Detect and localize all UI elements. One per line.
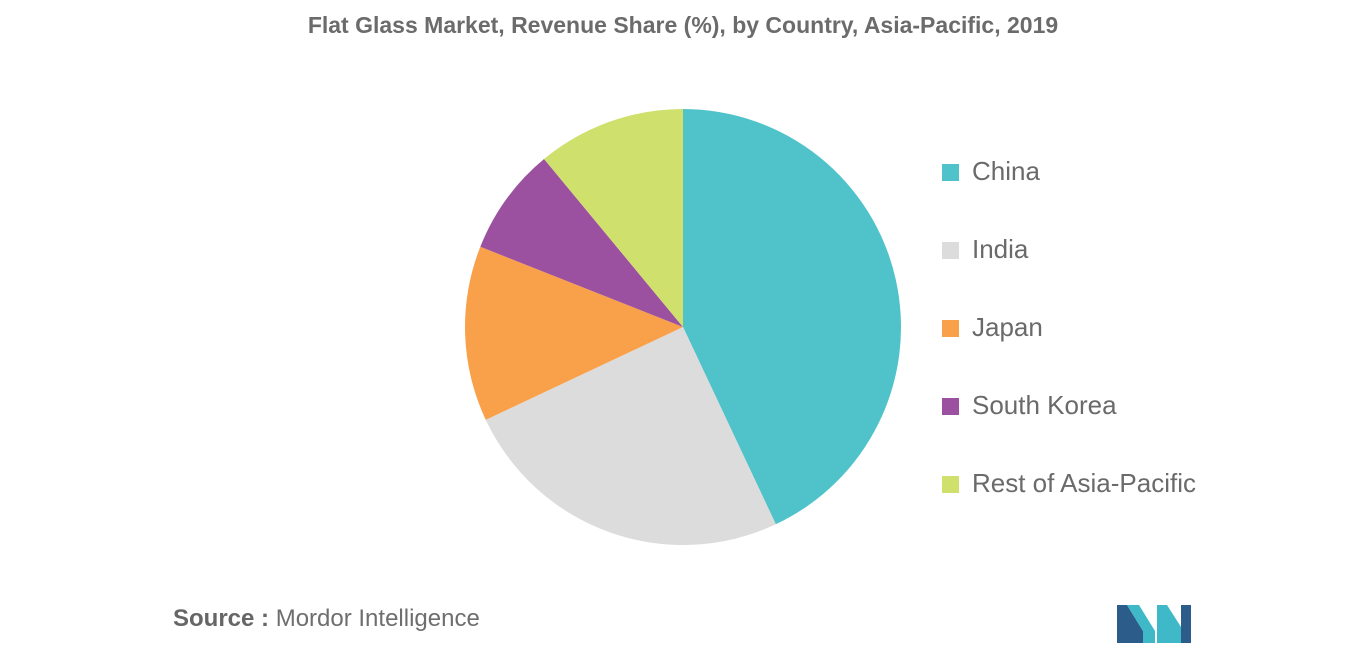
legend-label: South Korea xyxy=(972,390,1117,420)
legend-swatch xyxy=(942,164,959,181)
source-text: Mordor Intelligence xyxy=(275,605,480,632)
legend-swatch xyxy=(942,242,959,259)
pie-slice-china xyxy=(683,109,901,525)
legend-swatch xyxy=(942,398,959,415)
pie-slice-south-korea xyxy=(480,159,683,327)
legend-swatch xyxy=(942,320,959,337)
pie-slice-rest-of-asia-pacific xyxy=(544,109,683,327)
source-note: Source : Mordor Intelligence xyxy=(173,605,480,633)
chart-title: Flat Glass Market, Revenue Share (%), by… xyxy=(307,12,1059,38)
legend-swatch xyxy=(942,476,959,493)
legend-label: Rest of Asia-Pacific xyxy=(972,468,1196,498)
legend-label: India xyxy=(972,234,1029,264)
pie-slice-india xyxy=(485,327,776,545)
source-label: Source : xyxy=(173,605,270,632)
legend-label: Japan xyxy=(972,312,1043,342)
mordor-intelligence-logo-icon xyxy=(1117,605,1191,643)
legend-label: China xyxy=(972,156,1040,186)
pie-slice-japan xyxy=(465,246,683,420)
